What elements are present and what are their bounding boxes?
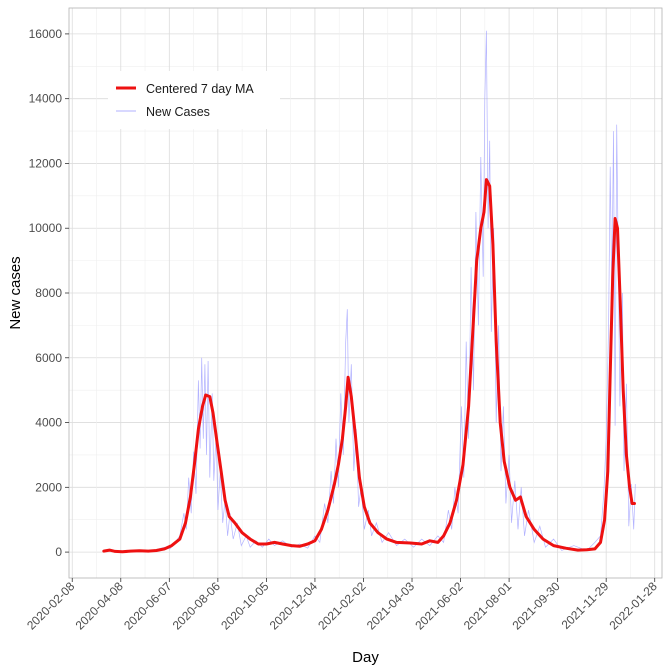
y-tick-label: 2000 (35, 480, 62, 494)
x-tick-label: 2022-01-28 (607, 579, 661, 633)
x-tick-label: 2021-08-01 (461, 579, 515, 633)
y-axis-title: New cases (7, 256, 24, 329)
x-tick-label: 2020-04-08 (73, 579, 127, 633)
series-line-new-cases (103, 30, 636, 553)
y-tick-label: 4000 (35, 416, 62, 430)
x-tick-label: 2020-10-05 (218, 579, 272, 633)
legend-box (108, 71, 280, 129)
legend: Centered 7 day MA New Cases (108, 71, 280, 129)
series-lines (102, 30, 636, 554)
y-tick-label: 12000 (29, 156, 63, 170)
x-tick-label: 2021-02-02 (315, 579, 369, 633)
y-tick-label: 10000 (29, 221, 63, 235)
legend-label-new-cases: New Cases (146, 105, 210, 119)
y-tick-label: 0 (55, 545, 62, 559)
series-line-centered-7-day-ma (102, 178, 636, 554)
x-axis-title: Day (352, 649, 379, 666)
x-tick-label: 2021-11-29 (559, 579, 612, 632)
y-tick-label: 8000 (35, 286, 62, 300)
y-tick-label: 14000 (29, 92, 63, 106)
x-tick-label: 2021-04-03 (364, 579, 418, 633)
y-tick-label: 16000 (29, 27, 63, 41)
x-tick-label: 2021-09-30 (509, 579, 563, 633)
y-tick-label: 6000 (35, 351, 62, 365)
x-tick-label: 2020-12-04 (267, 579, 321, 633)
x-tick-label: 2020-08-06 (170, 579, 224, 633)
x-tick-label: 2021-06-02 (412, 579, 466, 633)
legend-label-centered-7-day-ma: Centered 7 day MA (146, 82, 254, 96)
x-tick-label: 2020-02-08 (24, 579, 78, 633)
x-tick-label: 2020-06-07 (121, 579, 175, 633)
